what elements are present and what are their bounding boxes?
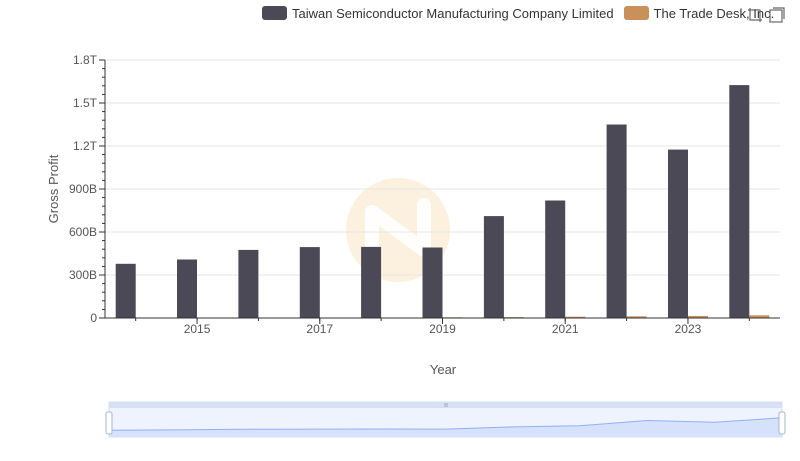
zoom-icon[interactable]: [746, 6, 764, 24]
bar-tsmc[interactable]: [299, 247, 320, 318]
bar-tsmc[interactable]: [115, 263, 136, 318]
bar-trade-desk[interactable]: [688, 315, 708, 318]
zoom-drag-bar[interactable]: [109, 402, 782, 408]
x-tick-label: 2021: [552, 322, 579, 336]
zoom-grip-icon: [444, 403, 448, 407]
bar-tsmc[interactable]: [545, 200, 566, 319]
zoom-handle-left[interactable]: [105, 411, 113, 435]
bar-tsmc[interactable]: [422, 247, 443, 319]
y-tick-label: 1.8T: [73, 53, 98, 67]
x-tick-label: 2023: [675, 322, 702, 336]
bars: [115, 85, 770, 319]
zoom-preview-area: [109, 417, 782, 437]
bar-tsmc[interactable]: [361, 246, 382, 318]
bar-tsmc[interactable]: [668, 149, 688, 318]
bar-tsmc[interactable]: [177, 259, 197, 319]
watermark-glyph: [365, 198, 431, 262]
legend-label-trade-desk: The Trade Desk, Inc.: [653, 5, 775, 21]
bar-tsmc[interactable]: [606, 124, 627, 319]
y-tick-label: 0: [90, 311, 97, 325]
legend-item-tsmc[interactable]: Taiwan Semiconductor Manufacturing Compa…: [262, 6, 614, 21]
bar-trade-desk[interactable]: [565, 316, 586, 318]
bar-trade-desk[interactable]: [626, 316, 647, 318]
zoom-preview-line: [108, 417, 783, 431]
x-tick-label: 2019: [429, 322, 456, 336]
x-axis-label: Year: [430, 362, 457, 377]
y-tick-label: 900B: [69, 182, 97, 196]
y-tick-label: 600B: [69, 225, 97, 239]
legend-label-tsmc: Taiwan Semiconductor Manufacturing Compa…: [292, 5, 614, 21]
bar-tsmc[interactable]: [483, 216, 504, 318]
y-axis-label: Gross Profit: [46, 154, 61, 223]
legend-item-trade-desk[interactable]: The Trade Desk, Inc.: [623, 5, 775, 21]
legend-swatch-trade-desk: [623, 6, 649, 20]
restore-icon[interactable]: [768, 6, 786, 24]
toolbox: [746, 6, 790, 24]
bar-tsmc[interactable]: [238, 249, 259, 318]
y-tick-label: 1.5T: [73, 96, 98, 110]
x-tick-label: 2017: [306, 322, 333, 336]
bar-trade-desk[interactable]: [749, 315, 770, 318]
legend: Taiwan Semiconductor Manufacturing Compa…: [262, 4, 784, 22]
x-axis-ticks: 2015 2017 2019 2021 2023: [135, 318, 750, 336]
y-tick-label: 1.2T: [73, 139, 98, 153]
y-tick-label: 300B: [69, 268, 97, 282]
data-zoom-slider[interactable]: [105, 401, 786, 438]
y-axis-ticks: 0 300B 600B 900B 1.2T 1.5T 1.8T: [69, 53, 105, 325]
zoom-handle-right[interactable]: [778, 411, 786, 435]
legend-swatch-tsmc: [262, 6, 287, 20]
bar-tsmc[interactable]: [729, 85, 750, 318]
x-tick-label: 2015: [184, 322, 211, 336]
